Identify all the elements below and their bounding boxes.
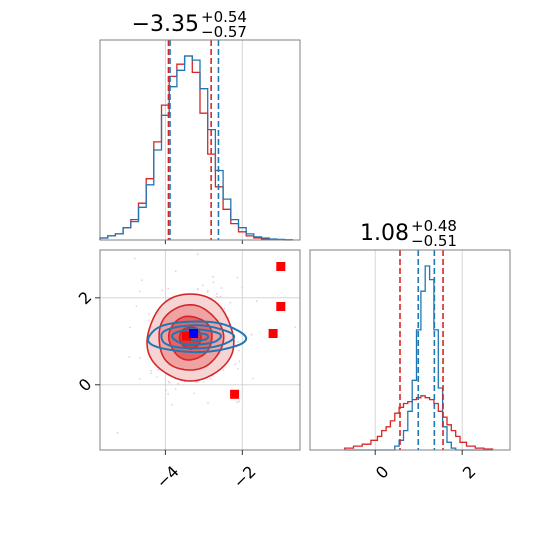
panel-frame [99,249,301,451]
scatter-point [171,404,173,406]
x-tick-label: 2 [459,462,480,483]
red-contour-line [158,303,225,371]
scatter-point [207,402,209,404]
scatter-point [238,360,241,363]
scatter-point [222,369,225,372]
scatter-point [138,377,141,380]
marginal-histogram-param1 [99,39,301,244]
panel-background [310,250,510,450]
scatter-point [174,270,177,273]
scatter-point [150,369,152,372]
scatter-point [148,312,151,315]
red-square-marker [182,331,191,341]
scatter-point [116,431,119,434]
scatter-point [219,295,222,298]
histogram-series-blue [99,55,293,241]
scatter-point [196,253,199,256]
scatter-point [147,319,150,322]
scatter-point [134,257,136,260]
scatter-point [212,281,215,284]
scatter-point [128,356,131,358]
scatter-point [140,279,143,282]
scatter-point [174,388,177,390]
scatter-point [201,284,204,287]
scatter-point [196,381,199,383]
scatter-point [251,377,254,380]
blue-contour-line [160,324,236,350]
scatter-point [139,357,141,359]
blue-contour-line [147,320,248,354]
scatter-point [165,389,167,392]
scatter-point [229,301,232,304]
scatter-point [294,326,297,329]
scatter-point [128,326,131,329]
red-contour-line [146,293,235,382]
x-tick-label: −2 [230,462,260,492]
blue-contour-line [171,328,222,346]
scatter-point [196,288,199,290]
scatter-point [150,372,153,374]
scatter-point [195,381,197,384]
scatter-point [250,333,253,336]
scatter-point [212,275,214,278]
scatter-point [167,288,170,290]
scatter-point [237,341,239,343]
scatter-point [237,368,239,370]
red-contour-line [168,315,213,361]
scatter-point [220,287,223,289]
x-tick-label: −4 [153,462,183,492]
scatter-point [241,286,244,289]
scatter-point [206,289,209,292]
scatter-point [212,375,214,378]
scatter-point [168,381,171,384]
red-square-marker [268,329,278,338]
red-square-marker [276,302,286,311]
scatter-point [202,381,205,383]
param1-title-minus: −0.57 [201,23,247,41]
red-square-marker [230,389,240,399]
scatter-point [237,349,240,352]
scatter-point [223,307,226,310]
panel-frame [99,39,301,241]
scatter-point [138,290,141,293]
scatter-point [193,392,196,395]
param2-title-minus: −0.51 [411,232,457,250]
param1-title-plus: +0.54 [201,8,247,26]
scatter-point [167,393,170,395]
scatter-point [255,300,258,303]
param2-title-plus: +0.48 [411,217,457,235]
scatter-point [216,293,218,295]
scatter-point [175,247,177,249]
scatter-point [238,400,241,403]
scatter-point [155,376,158,378]
scatter-point [156,369,159,371]
blue-square-marker [189,329,198,338]
param2-title-median: 1.08 [360,221,409,246]
red-square-marker [276,262,286,271]
scatter-point [177,382,179,385]
scatter-point [234,363,237,366]
y-tick-label: 2 [75,288,96,309]
panel-frame [309,249,511,451]
scatter-point [209,377,212,380]
scatter-point [161,289,164,291]
scatter-point [135,305,138,308]
y-tick-label: 0 [75,375,96,396]
scatter-point [236,276,239,279]
x-tick-label: 0 [372,462,393,483]
param1-title-median: −3.35 [132,12,199,37]
scatter-point [236,401,239,404]
scatter-point [216,295,219,298]
joint-contour-panel: −4 −2 0 2 [75,247,301,492]
